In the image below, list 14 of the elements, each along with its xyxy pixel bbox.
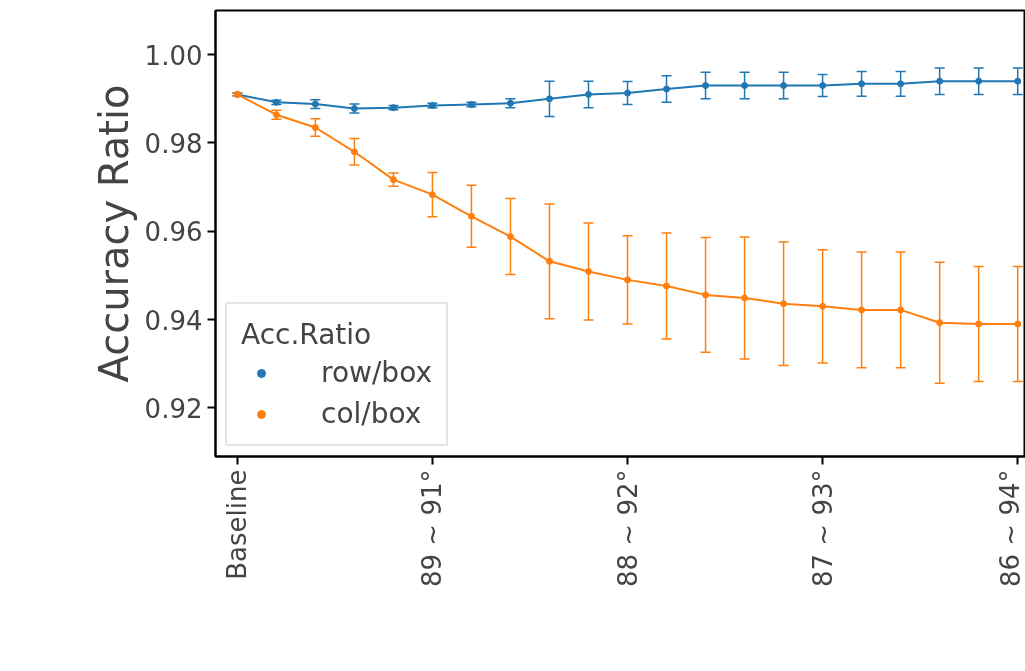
y-tick-label: 0.98 bbox=[144, 128, 203, 159]
y-tick-label: 0.92 bbox=[144, 393, 203, 424]
x-tick-label: 86 ~ 94° bbox=[995, 469, 1025, 587]
x-tick-label: 87 ~ 93° bbox=[807, 469, 838, 587]
x-tick-label: 88 ~ 92° bbox=[612, 469, 643, 587]
y-tick-label: 1.00 bbox=[144, 40, 203, 71]
y-tick-label: 0.96 bbox=[144, 217, 203, 248]
legend-label: col/box bbox=[321, 397, 422, 430]
y-axis-title: Accuracy Ratio bbox=[90, 84, 137, 383]
x-tick-label: Baseline bbox=[222, 469, 253, 580]
y-tick-label: 0.94 bbox=[144, 305, 203, 336]
legend-label: row/box bbox=[321, 356, 432, 389]
legend-title: Acc.Ratio bbox=[241, 318, 373, 351]
x-tick-label: 89 ~ 91° bbox=[417, 469, 448, 587]
